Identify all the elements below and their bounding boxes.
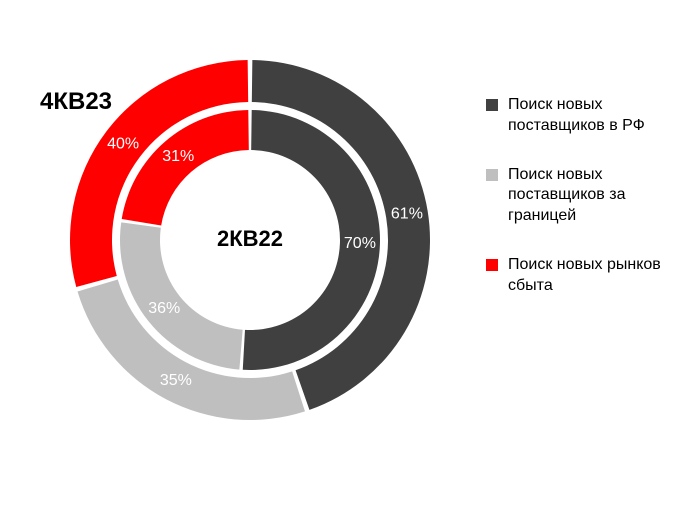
slice-percent-label: 36% xyxy=(148,300,180,317)
outer-ring-title: 4КВ23 xyxy=(40,88,112,116)
legend-item: Поиск новых рынков сбыта xyxy=(486,255,666,297)
slice-percent-label: 40% xyxy=(107,135,139,152)
legend-swatch-icon xyxy=(486,169,498,181)
slice-percent-label: 61% xyxy=(391,206,423,223)
legend-text: Поиск новых поставщиков за границей xyxy=(508,165,666,227)
legend-item: Поиск новых поставщиков в РФ xyxy=(486,95,666,137)
inner-ring-title: 2КВ22 xyxy=(190,226,310,252)
legend-text: Поиск новых рынков сбыта xyxy=(508,255,666,297)
legend-swatch-icon xyxy=(486,259,498,271)
legend-text: Поиск новых поставщиков в РФ xyxy=(508,95,666,137)
legend-item: Поиск новых поставщиков за границей xyxy=(486,165,666,227)
chart-stage: 61% 35% 40% 70% 36% 31% 4КВ23 2КВ22 Поиск нов… xyxy=(0,0,696,509)
slice-percent-label: 35% xyxy=(160,372,192,389)
slice-percent-label: 31% xyxy=(162,148,194,165)
slice-percent-label: 70% xyxy=(344,235,376,252)
chart-legend: Поиск новых поставщиков в РФ Поиск новых… xyxy=(486,95,666,325)
legend-swatch-icon xyxy=(486,99,498,111)
